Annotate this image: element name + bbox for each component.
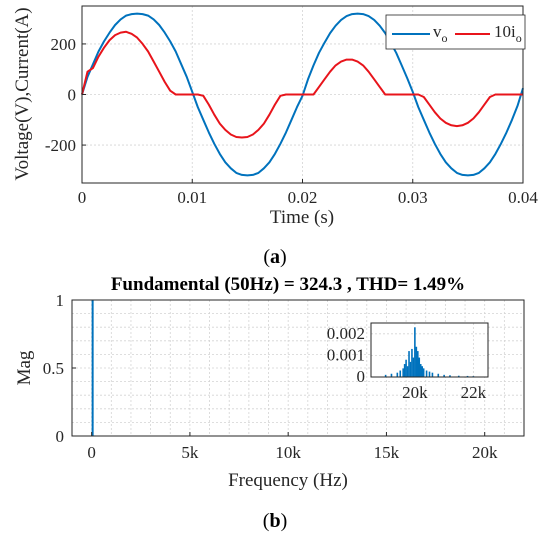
inset-y-tick-label: 0.001: [327, 345, 365, 364]
inset-x-ticks: 20k 22k: [402, 383, 487, 402]
panel-a-series: [81, 12, 524, 177]
panel-b-caption: (b): [263, 510, 287, 532]
inset-background: [371, 323, 488, 377]
panel-b-title: Fundamental (50Hz) = 324.3 , THD= 1.49%: [111, 274, 465, 295]
panel-b-inset-chart: 20k 22k 0 0.001 0.002: [327, 322, 489, 402]
a-y-tick-label: 0: [68, 86, 77, 105]
legend-label-10io: 10io: [494, 22, 522, 45]
b-x-tick-label: 15k: [374, 443, 400, 462]
a-x-tick-label: 0.01: [177, 188, 207, 207]
a-x-tick-label: 0: [78, 188, 87, 207]
panel-a-x-axis-label: Time (s): [270, 207, 334, 228]
inset-bars: [384, 327, 475, 377]
b-x-tick-label: 5k: [181, 443, 199, 462]
panel-a-caption-letter: a: [270, 246, 280, 268]
panel-b-y-axis-label: Mag: [14, 350, 35, 385]
inset-axes-box: [370, 322, 489, 378]
panel-b-x-ticks: 0 5k 10k 15k 20k: [87, 432, 498, 462]
inset-y-ticks: 0 0.001 0.002: [327, 324, 365, 386]
a-y-tick-label: -200: [45, 136, 76, 155]
b-x-tick-label: 20k: [472, 443, 498, 462]
a-y-tick-label: 200: [51, 35, 77, 54]
b-y-tick-label: 0.5: [43, 359, 64, 378]
panel-a-caption: (a): [263, 246, 286, 268]
legend-box: [385, 14, 526, 50]
panel-b-caption-letter: b: [269, 510, 280, 532]
panel-a-legend: vo 10io: [385, 14, 526, 50]
b-y-tick-label: 1: [56, 291, 65, 310]
b-x-tick-label: 0: [87, 443, 96, 462]
legend-label-10io-main: 10i: [494, 22, 516, 41]
legend-label-vo: vo: [433, 22, 448, 45]
series-line-vo: [81, 12, 524, 177]
legend-label-10io-subscript: o: [516, 31, 522, 45]
panel-b-spectrum-chart: Fundamental (50Hz) = 324.3 , THD= 1.49% …: [14, 274, 525, 532]
inset-x-tick-label: 20k: [402, 383, 428, 402]
legend-label-vo-subscript: o: [442, 31, 448, 45]
b-x-tick-label: 10k: [275, 443, 301, 462]
inset-y-tick-label: 0.002: [327, 324, 365, 343]
panel-a-y-ticks: -200 0 200: [45, 35, 86, 155]
panel-b-x-axis-label: Frequency (Hz): [228, 470, 348, 491]
panel-a-y-axis-label: Voltage(V),Current(A): [12, 7, 33, 180]
panel-a-x-ticks: 0 0.01 0.02 0.03 0.04: [78, 179, 538, 207]
series-line-10io: [81, 30, 523, 139]
legend-label-vo-main: v: [433, 22, 442, 41]
a-x-tick-label: 0.02: [288, 188, 318, 207]
a-x-tick-label: 0.03: [398, 188, 428, 207]
b-y-tick-label: 0: [56, 427, 65, 446]
inset-y-tick-label: 0: [357, 367, 366, 386]
a-x-tick-label: 0.04: [508, 188, 538, 207]
panel-b-y-ticks: 00.51: [43, 291, 76, 446]
inset-x-tick-label: 22k: [461, 383, 487, 402]
panel-a-time-domain-chart: 0 0.01 0.02 0.03 0.04 -200 0 200 Time (s) Volt…: [12, 5, 538, 268]
